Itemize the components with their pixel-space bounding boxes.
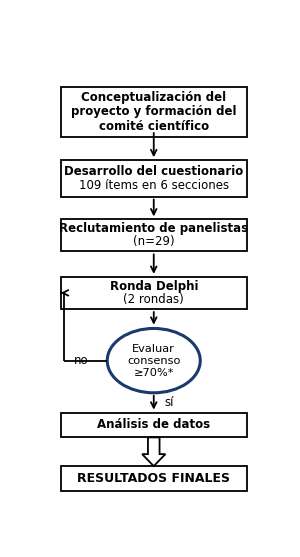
Text: Reclutamiento de panelistas: Reclutamiento de panelistas	[59, 222, 248, 236]
Text: (n=29): (n=29)	[133, 235, 175, 248]
FancyBboxPatch shape	[61, 87, 247, 136]
FancyBboxPatch shape	[61, 413, 247, 437]
Text: no: no	[74, 354, 89, 367]
Text: 109 ítems en 6 secciones: 109 ítems en 6 secciones	[79, 179, 229, 192]
Text: Evaluar: Evaluar	[132, 344, 175, 354]
Text: RESULTADOS FINALES: RESULTADOS FINALES	[77, 472, 230, 485]
Text: ≥70%*: ≥70%*	[134, 368, 174, 378]
FancyBboxPatch shape	[61, 219, 247, 251]
Text: (2 rondas): (2 rondas)	[123, 293, 184, 306]
FancyBboxPatch shape	[61, 160, 247, 197]
Text: proyecto y formación del: proyecto y formación del	[71, 105, 236, 119]
Text: Análisis de datos: Análisis de datos	[97, 418, 210, 432]
FancyBboxPatch shape	[61, 277, 247, 309]
Text: comité científico: comité científico	[99, 120, 209, 133]
Text: sí: sí	[164, 395, 174, 409]
Text: Desarrollo del cuestionario: Desarrollo del cuestionario	[64, 165, 243, 178]
FancyBboxPatch shape	[61, 466, 247, 491]
Polygon shape	[142, 437, 165, 466]
Text: Ronda Delphi: Ronda Delphi	[110, 280, 198, 293]
Ellipse shape	[107, 329, 200, 393]
Text: consenso: consenso	[127, 355, 181, 365]
Text: Conceptualización del: Conceptualización del	[81, 91, 226, 104]
